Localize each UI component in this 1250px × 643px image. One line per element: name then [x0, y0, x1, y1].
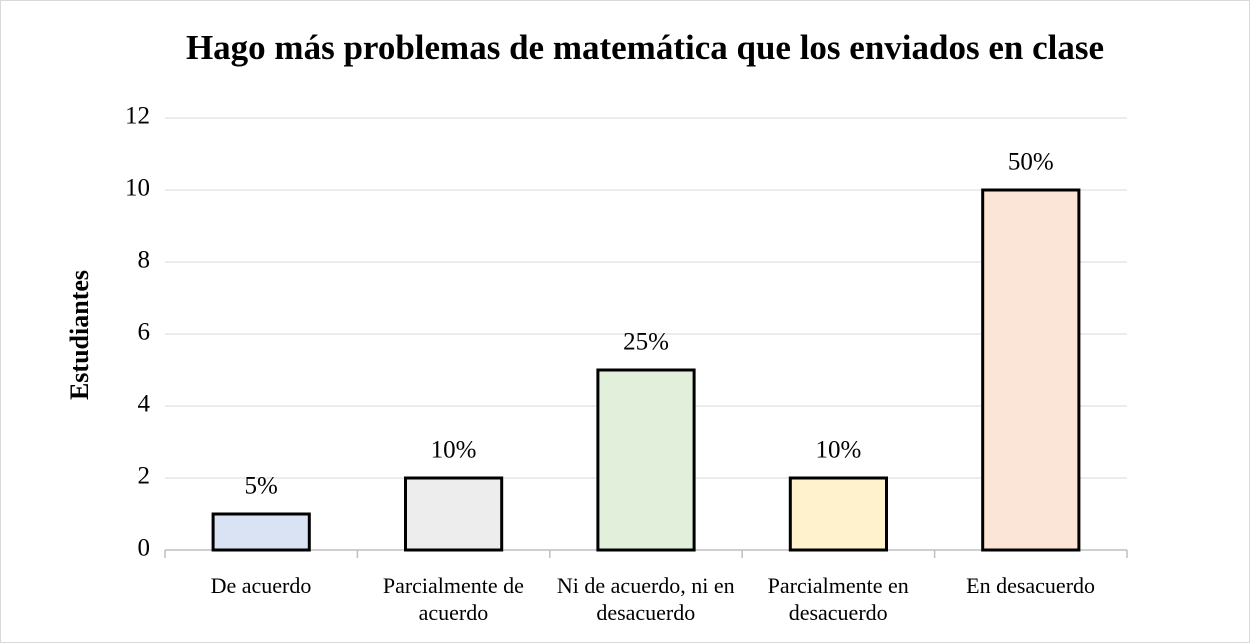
bar: [981, 188, 1081, 552]
x-tick-label: Parcialmente en desacuerdo: [767, 573, 909, 625]
y-tick-label: 2: [138, 463, 151, 490]
x-tick-label: Parcialmente de acuerdo: [382, 573, 524, 625]
bar: [788, 476, 888, 552]
y-tick-label: 10: [125, 175, 150, 202]
y-tick-label: 12: [125, 103, 150, 130]
y-tick-label: 6: [138, 319, 151, 346]
y-axis-label: Estudiantes: [65, 270, 94, 400]
chart-title: Hago más problemas de matemática que los…: [185, 28, 1105, 67]
y-tick-label: 4: [138, 391, 151, 418]
x-tick-label: En desacuerdo: [966, 573, 1096, 598]
bar: [404, 476, 504, 552]
x-tick-label: De acuerdo: [210, 573, 312, 598]
data-label: 25%: [623, 329, 669, 356]
data-label: 10%: [431, 437, 477, 464]
y-tick-label: 8: [138, 247, 151, 274]
data-label: 5%: [245, 473, 278, 500]
bar: [211, 512, 311, 552]
y-tick-label: 0: [138, 535, 151, 562]
data-label: 50%: [1008, 149, 1054, 176]
bar: [596, 368, 696, 552]
x-tick-label: Ni de acuerdo, ni en desacuerdo: [556, 573, 735, 625]
data-label: 10%: [815, 437, 861, 464]
